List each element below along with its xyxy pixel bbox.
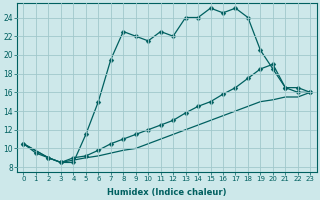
X-axis label: Humidex (Indice chaleur): Humidex (Indice chaleur) xyxy=(107,188,227,197)
